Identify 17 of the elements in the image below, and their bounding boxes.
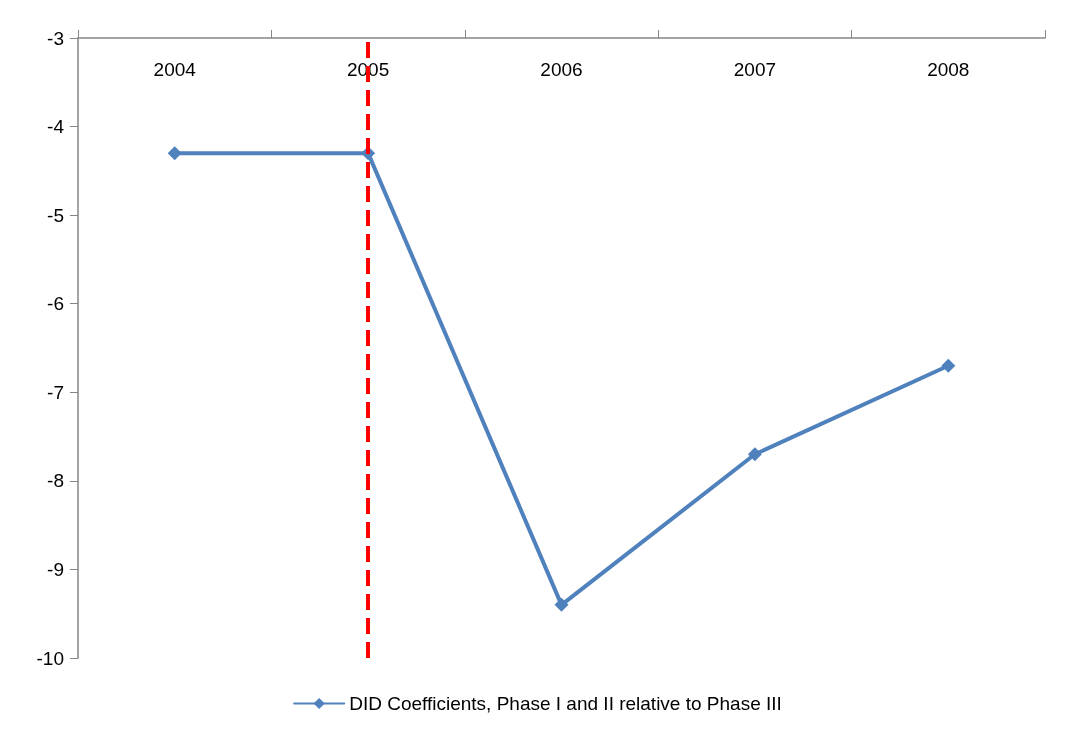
x-tick-label: 2006 [540, 59, 583, 80]
point [554, 597, 569, 612]
y-tick-label: -8 [47, 470, 64, 492]
y-tick-label: -9 [47, 558, 64, 580]
y-tick-label: -4 [47, 116, 65, 138]
y-tick-label: -7 [47, 381, 64, 403]
x-tick-label: 2004 [153, 59, 197, 80]
legend-label: DID Coefficients, Phase I and II relative to Phase III [349, 693, 782, 714]
x-tick-label: 2008 [927, 59, 970, 80]
point [167, 146, 182, 161]
y-tick-label: -3 [47, 27, 64, 49]
point [941, 358, 956, 373]
y-tick-label: -5 [47, 204, 64, 226]
y-tick-label: -6 [47, 293, 64, 315]
y-tick-label: -10 [36, 647, 64, 669]
x-tick-label: 2007 [733, 59, 777, 80]
point [747, 447, 762, 462]
